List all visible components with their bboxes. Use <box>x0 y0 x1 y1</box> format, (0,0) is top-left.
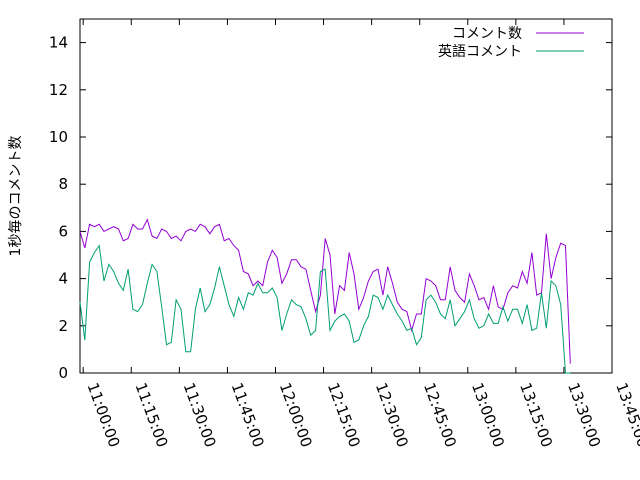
series-line-1 <box>79 218 571 364</box>
y-tick-label: 8 <box>58 175 68 193</box>
x-tick-label: 12:00:00 <box>276 380 316 449</box>
axes <box>79 18 613 374</box>
y-tick-label: 4 <box>58 270 68 288</box>
x-tick-label: 13:30:00 <box>564 380 604 449</box>
x-tick-label: 13:45:00 <box>612 380 640 449</box>
y-tick-label: 0 <box>58 364 68 382</box>
y-tick-label: 2 <box>58 317 68 335</box>
legend-label-2: 英語コメント <box>438 43 522 60</box>
y-axis-ticks: 0 2 4 6 8 10 12 14 <box>49 34 612 382</box>
legend-label-1: コメント数 <box>452 26 522 42</box>
x-tick-label: 11:45:00 <box>228 380 268 449</box>
series-line-2 <box>79 244 571 374</box>
y-tick-label: 12 <box>49 81 68 99</box>
x-tick-label: 11:15:00 <box>132 380 172 449</box>
plot-frame <box>79 18 613 374</box>
x-axis-ticks: 11:00:00 11:15:00 11:30:00 11:45:00 12:00:00… <box>82 19 640 450</box>
x-tick-label: 12:15:00 <box>324 380 364 449</box>
y-tick-label: 6 <box>58 222 68 240</box>
series-layer <box>79 218 571 374</box>
x-tick-label: 11:00:00 <box>83 380 123 449</box>
x-tick-label: 12:30:00 <box>372 380 412 449</box>
x-tick-label: 11:30:00 <box>180 380 220 449</box>
y-axis-label: 1秒毎のコメント数 <box>8 136 24 257</box>
x-tick-label: 13:15:00 <box>516 380 556 449</box>
y-tick-label: 10 <box>49 128 68 146</box>
x-tick-label: 13:00:00 <box>468 380 508 449</box>
y-tick-label: 14 <box>49 34 68 52</box>
x-tick-label: 12:45:00 <box>420 380 460 449</box>
